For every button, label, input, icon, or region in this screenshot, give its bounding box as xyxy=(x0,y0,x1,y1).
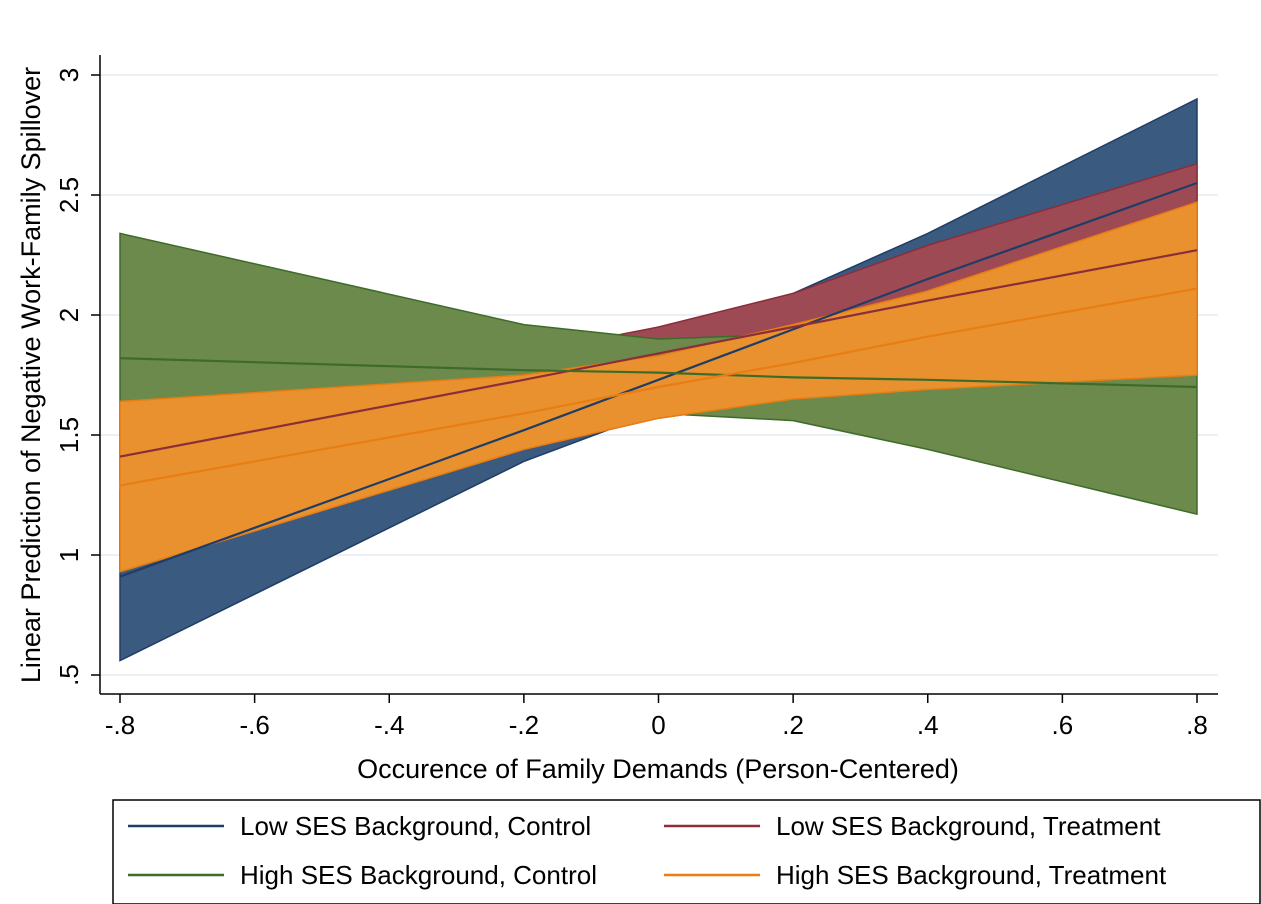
prediction-line-2 xyxy=(119,249,1198,458)
x-tick-label: -.8 xyxy=(105,710,135,740)
x-tick-label: -.6 xyxy=(239,710,269,740)
legend-label-4: High SES Background, Treatment xyxy=(776,860,1167,890)
x-tick-label: .4 xyxy=(917,710,939,740)
axes: .5 1 1.5 2 2.5 3 -.8 -.6 -.4 -.2 0 .2 .4 .6 .8 xyxy=(54,55,1218,740)
legend-box xyxy=(112,799,1261,904)
x-tick-label: 0 xyxy=(651,710,665,740)
y-tick-label: 2.5 xyxy=(54,177,84,213)
y-tick-label: .5 xyxy=(54,664,84,686)
legend-label-2: Low SES Background, Treatment xyxy=(776,811,1161,841)
y-tick-label: 1 xyxy=(54,548,84,562)
x-tick-label: -.4 xyxy=(374,710,404,740)
y-axis-title: Linear Prediction of Negative Work-Famil… xyxy=(16,67,46,683)
legend: Low SES Background, Control Low SES Backg… xyxy=(112,799,1261,904)
y-tick-label: 3 xyxy=(54,68,84,82)
x-tick-label: .6 xyxy=(1052,710,1074,740)
prediction-line-1 xyxy=(119,181,1198,578)
prediction-lines xyxy=(119,181,1198,578)
legend-label-1: Low SES Background, Control xyxy=(240,811,591,841)
y-tick-label: 2 xyxy=(54,308,84,322)
y-tick-label: 1.5 xyxy=(54,417,84,453)
x-axis-title: Occurence of Family Demands (Person-Cent… xyxy=(357,754,959,784)
x-tick-label: .2 xyxy=(782,710,804,740)
x-tick-label: -.2 xyxy=(509,710,539,740)
x-tick-label: .8 xyxy=(1186,710,1208,740)
legend-label-3: High SES Background, Control xyxy=(240,860,597,890)
prediction-line-4 xyxy=(119,287,1198,487)
